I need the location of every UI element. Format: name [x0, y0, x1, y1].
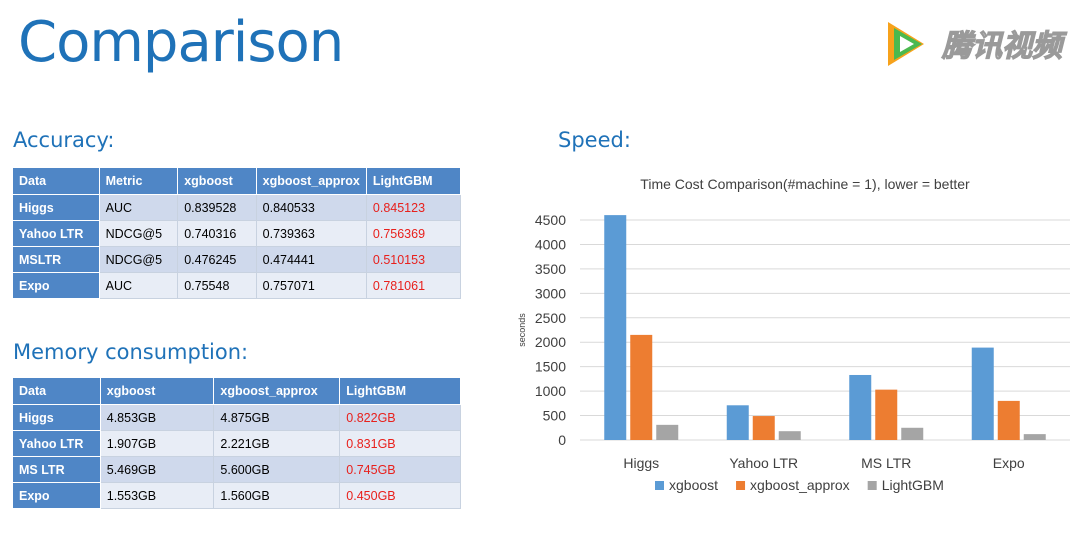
- table-cell: 0.476245: [177, 246, 257, 273]
- bar-xgboost_approx-expo: [997, 400, 1020, 440]
- table-cell: 0.740316: [177, 220, 257, 247]
- bar-LightGBM-higgs: [656, 424, 679, 440]
- bar-xgboost-ms-ltr: [849, 374, 872, 440]
- bar-xgboost-expo: [971, 347, 994, 440]
- column-header: LightGBM: [339, 377, 461, 405]
- table-row: Yahoo LTR 1.907GB 2.221GB 0.831GB: [12, 430, 461, 457]
- column-header: LightGBM: [365, 167, 462, 195]
- table-cell: NDCG@5: [98, 220, 179, 247]
- row-header-cell: Yahoo LTR: [12, 220, 100, 247]
- bar-xgboost-yahoo-ltr: [726, 405, 749, 440]
- row-header-cell: MSLTR: [12, 246, 100, 273]
- table-cell: NDCG@5: [98, 246, 179, 273]
- column-header: xgboost_approx: [255, 167, 367, 195]
- time-cost-bar-chart: Time Cost Comparison(#machine = 1), lowe…: [517, 176, 1070, 493]
- table-cell: 4.853GB: [99, 404, 215, 431]
- column-header: Data: [12, 377, 101, 405]
- column-header: xgboost_approx: [213, 377, 341, 405]
- play-icon: [888, 22, 924, 66]
- row-header-cell: Expo: [12, 482, 101, 509]
- logo-text: 腾讯视频: [941, 29, 1068, 64]
- legend-swatch: [867, 481, 877, 490]
- page-title: Comparison: [18, 10, 344, 75]
- x-tick-label: Expo: [993, 455, 1025, 471]
- chart-title: Time Cost Comparison(#machine = 1), lowe…: [640, 176, 970, 192]
- table-cell: 0.739363: [255, 220, 367, 247]
- table-cell: 0.839528: [177, 194, 257, 221]
- accuracy-table: Data Metric xgboost xgboost_approx LightGBM …: [12, 167, 462, 299]
- legend-swatch: [655, 481, 664, 490]
- table-row: Yahoo LTR NDCG@5 0.740316 0.739363 0.756369: [12, 220, 462, 247]
- table-cell: 0.757071: [255, 272, 367, 299]
- bar-LightGBM-ms-ltr: [901, 427, 924, 440]
- table-cell: 1.560GB: [213, 482, 341, 509]
- table-row: Expo AUC 0.75548 0.757071 0.781061: [12, 272, 462, 299]
- x-tick-label: Higgs: [623, 455, 659, 471]
- bar-xgboost_approx-higgs: [630, 334, 653, 440]
- column-header: xgboost: [177, 167, 257, 195]
- bar-LightGBM-expo: [1023, 434, 1046, 440]
- table-cell: 0.845123: [365, 194, 462, 221]
- row-header-cell: Higgs: [12, 404, 101, 431]
- legend-label: xgboost: [669, 477, 718, 493]
- accuracy-heading: Accuracy:: [13, 128, 115, 152]
- x-tick-label: Yahoo LTR: [729, 455, 798, 471]
- y-tick-label: 4000: [535, 236, 566, 252]
- legend-label: xgboost_approx: [750, 477, 850, 493]
- y-tick-label: 1500: [535, 359, 566, 375]
- table-row: Higgs 4.853GB 4.875GB 0.822GB: [12, 404, 461, 431]
- memory-heading: Memory consumption:: [13, 340, 249, 364]
- y-tick-label: 500: [543, 408, 567, 424]
- table-cell: 0.474441: [255, 246, 367, 273]
- y-tick-label: 0: [558, 432, 566, 448]
- bar-xgboost_approx-ms-ltr: [875, 389, 898, 440]
- table-cell: 5.469GB: [99, 456, 215, 483]
- tencent-video-logo: 腾讯视频: [888, 22, 1069, 66]
- bar-LightGBM-yahoo-ltr: [778, 431, 801, 440]
- y-tick-label: 2000: [535, 334, 566, 350]
- y-tick-label: 2500: [535, 310, 566, 326]
- column-header: xgboost: [99, 377, 215, 405]
- y-tick-label: 3500: [535, 261, 566, 277]
- legend-label: LightGBM: [882, 477, 944, 493]
- row-header-cell: Higgs: [12, 194, 100, 221]
- bar-xgboost-higgs: [604, 215, 627, 440]
- column-header: Metric: [98, 167, 179, 195]
- table-row: MS LTR 5.469GB 5.600GB 0.745GB: [12, 456, 461, 483]
- row-header-cell: Expo: [12, 272, 100, 299]
- legend-swatch: [736, 481, 746, 490]
- bar-xgboost_approx-yahoo-ltr: [752, 416, 775, 440]
- speed-heading: Speed:: [558, 128, 631, 152]
- table-row: Higgs AUC 0.839528 0.840533 0.845123: [12, 194, 462, 221]
- table-cell: 1.907GB: [99, 430, 215, 457]
- y-tick-label: 1000: [535, 383, 566, 399]
- table-cell: 0.781061: [365, 272, 462, 299]
- table-cell: 2.221GB: [213, 430, 341, 457]
- table-cell: 0.822GB: [339, 404, 461, 431]
- table-cell: 0.756369: [365, 220, 462, 247]
- column-header: Data: [12, 167, 100, 195]
- table-cell: 5.600GB: [213, 456, 341, 483]
- table-cell: AUC: [98, 272, 179, 299]
- table-cell: 0.831GB: [339, 430, 461, 457]
- table-cell: 4.875GB: [213, 404, 341, 431]
- table-cell: 0.745GB: [339, 456, 461, 483]
- table-cell: AUC: [98, 194, 179, 221]
- y-tick-label: 4500: [535, 212, 566, 228]
- x-tick-label: MS LTR: [861, 455, 911, 471]
- row-header-cell: Yahoo LTR: [12, 430, 101, 457]
- table-row: MSLTR NDCG@5 0.476245 0.474441 0.510153: [12, 246, 462, 273]
- table-cell: 0.840533: [255, 194, 367, 221]
- row-header-cell: MS LTR: [12, 456, 101, 483]
- table-cell: 0.75548: [177, 272, 257, 299]
- memory-table: Data xgboost xgboost_approx LightGBM Higgs 4…: [12, 377, 461, 509]
- y-tick-label: 3000: [535, 285, 566, 301]
- table-cell: 0.510153: [365, 246, 462, 273]
- table-cell: 1.553GB: [99, 482, 215, 509]
- y-axis-label: seconds: [517, 313, 527, 347]
- table-row: Expo 1.553GB 1.560GB 0.450GB: [12, 482, 461, 509]
- table-cell: 0.450GB: [339, 482, 461, 509]
